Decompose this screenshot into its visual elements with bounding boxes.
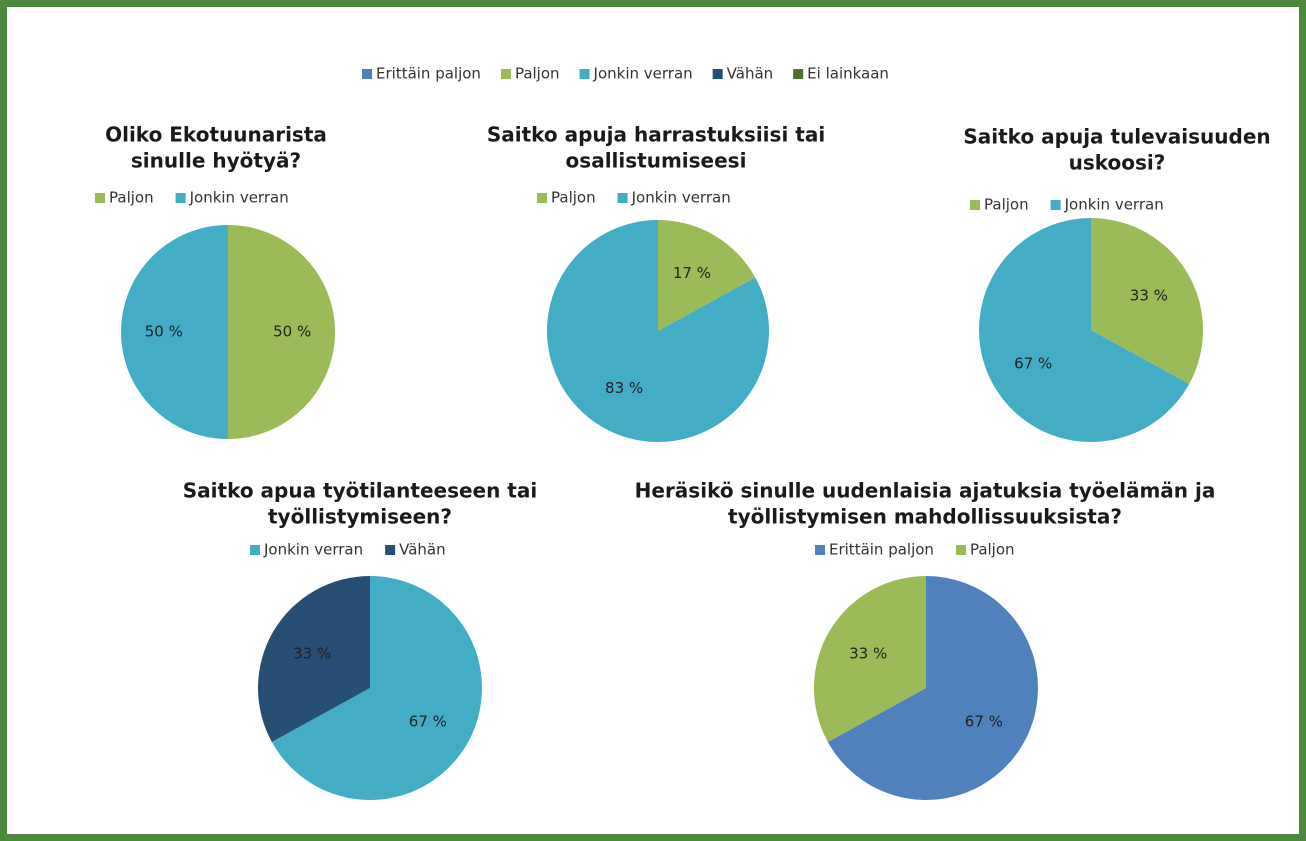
pie-slice	[228, 225, 335, 439]
data-label: 33 %	[849, 644, 887, 662]
legend-label: Jonkin verran	[631, 189, 731, 207]
legend-swatch	[1050, 200, 1061, 210]
pie-slice	[121, 225, 228, 439]
legend-label: Paljon	[551, 189, 596, 207]
legend-label: Vähän	[727, 65, 774, 83]
legend-swatch	[955, 545, 966, 555]
legend-label: Vähän	[399, 541, 446, 559]
legend-label: Jonkin verran	[189, 189, 289, 207]
data-label: 67 %	[965, 713, 1003, 731]
pie-slice	[547, 220, 769, 442]
pie-slice	[271, 576, 482, 800]
legend-label: Paljon	[984, 196, 1029, 214]
legend-swatch	[579, 69, 590, 79]
chart-title: Oliko Ekotuunarista	[105, 123, 327, 147]
chart-title: Saitko apuja tulevaisuuden	[963, 125, 1270, 149]
data-label: 33 %	[1130, 286, 1168, 304]
legend-swatch	[712, 69, 723, 79]
legend-label: Paljon	[515, 65, 560, 83]
data-label: 50 %	[273, 323, 311, 341]
legend-swatch	[385, 545, 396, 555]
chart-title: osallistumiseesi	[566, 149, 747, 173]
pie-slice	[1091, 218, 1204, 384]
data-label: 83 %	[605, 379, 643, 397]
legend-label: Erittäin paljon	[829, 541, 934, 559]
data-label: 67 %	[1014, 355, 1052, 373]
data-label: 33 %	[293, 644, 331, 662]
legend-swatch	[617, 193, 628, 203]
pie-slice	[257, 576, 370, 742]
legend-label: Jonkin verran	[1064, 196, 1164, 214]
legend-swatch	[815, 545, 825, 555]
pie-slice	[827, 576, 1039, 801]
legend-swatch	[537, 193, 547, 203]
pie-slice	[979, 218, 1190, 442]
data-label: 17 %	[673, 264, 711, 282]
chart-title: uskoosi?	[1069, 151, 1166, 175]
legend-swatch	[970, 200, 980, 210]
data-label: 67 %	[409, 713, 447, 731]
chart-title: Saitko apua työtilanteeseen tai	[183, 479, 537, 503]
pie-slice	[814, 576, 926, 742]
legend-swatch	[793, 69, 804, 79]
pie-slice	[658, 220, 756, 331]
chart-title: työllistymiseen?	[268, 505, 452, 529]
legend-swatch	[500, 69, 511, 79]
legend-swatch	[362, 69, 372, 79]
chart-title: työllistymisen mahdollissuuksista?	[728, 505, 1122, 529]
legend-label: Erittäin paljon	[376, 65, 481, 83]
legend-label: Paljon	[109, 189, 154, 207]
legend-label: Paljon	[970, 541, 1015, 559]
legend-label: Ei lainkaan	[807, 65, 889, 83]
data-label: 50 %	[145, 323, 183, 341]
legend-label: Jonkin verran	[593, 65, 693, 83]
chart-title: sinulle hyötyä?	[131, 149, 301, 173]
legend-swatch	[95, 193, 105, 203]
legend-label: Jonkin verran	[263, 541, 363, 559]
chart-title: Heräsikö sinulle uudenlaisia ajatuksia t…	[635, 479, 1216, 503]
legend-swatch	[175, 193, 186, 203]
legend-swatch	[250, 545, 260, 555]
chart-title: Saitko apuja harrastuksiisi tai	[487, 123, 825, 147]
